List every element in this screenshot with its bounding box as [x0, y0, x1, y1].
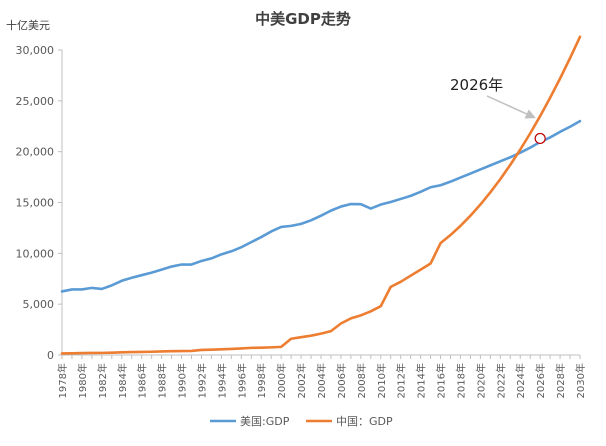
y-tick-label: 10,000 [16, 247, 55, 260]
x-tick-label: 2022年 [494, 363, 507, 398]
y-tick-label: 5,000 [23, 298, 55, 311]
x-tick-label: 1990年 [176, 363, 189, 398]
y-axis: 0 5,000 10,000 15,000 20,000 25,000 30,000 [16, 44, 63, 362]
series-lines [60, 35, 582, 355]
x-tick-label: 1984年 [116, 363, 129, 398]
x-tick-label: 2004年 [315, 363, 328, 398]
x-tick-label: 1998年 [255, 363, 268, 398]
chart-title: 中美GDP走势 [255, 10, 351, 28]
x-tick-label: 2010年 [375, 363, 388, 398]
x-tick-label: 1986年 [136, 363, 149, 398]
y-tick-label: 30,000 [16, 44, 55, 57]
x-tick-label: 2008年 [355, 363, 368, 398]
x-tick-label: 1978年 [56, 363, 69, 398]
x-tick-label: 2000年 [275, 363, 288, 398]
annotation-label: 2026年 [450, 76, 503, 94]
legend: 美国:GDP 中国：GDP [210, 415, 393, 428]
annotation-arrow-head [524, 109, 536, 119]
annotation-arrow [486, 95, 533, 118]
x-tick-label: 2026年 [534, 363, 547, 398]
x-tick-label: 1980年 [76, 363, 89, 398]
china-gdp-line [60, 35, 582, 355]
us-gdp-line [60, 119, 582, 293]
y-tick-label: 25,000 [16, 95, 55, 108]
annotation-2026: 2026年 [450, 76, 546, 145]
x-tick-label: 2024年 [514, 363, 527, 398]
x-tick-label: 2002年 [295, 363, 308, 398]
x-tick-label: 1992年 [195, 363, 208, 398]
x-tick-label: 2014年 [415, 363, 428, 398]
x-tick-label: 2018年 [454, 363, 467, 398]
y-tick-label: 20,000 [16, 146, 55, 159]
legend-china-label: 中国：GDP [336, 415, 393, 428]
x-tick-label: 1982年 [96, 363, 109, 398]
x-tick-label: 2030年 [574, 363, 587, 398]
x-tick-label: 2006年 [335, 363, 348, 398]
x-tick-label: 1994年 [215, 363, 228, 398]
x-tick-label: 2020年 [474, 363, 487, 398]
unit-label: 十亿美元 [6, 18, 50, 32]
x-axis: 1978年 1980年 1982年 1984年 1986年 1988年 1990年 1992年… [56, 354, 587, 398]
x-tick-label: 2012年 [395, 363, 408, 398]
y-tick-label: 15,000 [16, 197, 55, 210]
crossover-marker [534, 132, 546, 145]
legend-us-label: 美国:GDP [240, 415, 290, 428]
y-tick-label: 0 [47, 349, 54, 362]
x-tick-label: 1996年 [235, 363, 248, 398]
x-tick-label: 2028年 [554, 363, 567, 398]
x-tick-label: 2016年 [435, 363, 448, 398]
x-tick-label: 1988年 [156, 363, 169, 398]
